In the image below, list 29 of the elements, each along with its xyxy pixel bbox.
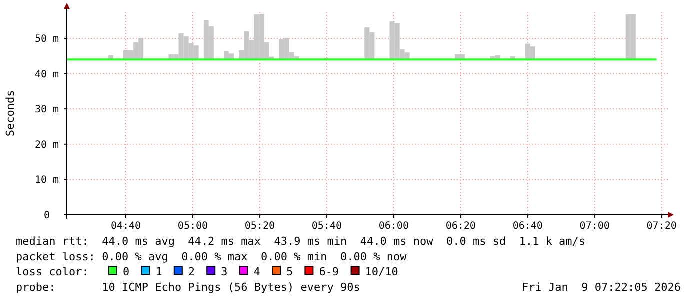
y-tick-label: 0 xyxy=(44,210,50,222)
text: median rtt: 44.0 ms avg 44.2 ms max 43.9 ms min 44.0 ms now 0.0 ms sd 1.1 k am/s xyxy=(16,235,586,248)
legend-label: 0 xyxy=(123,266,130,279)
x-tick-label: 05:20 xyxy=(244,221,276,232)
x-tick-label: 06:40 xyxy=(512,221,543,232)
x-tick-label: 07:20 xyxy=(646,221,677,232)
y-tick-label: 40 m xyxy=(34,69,60,80)
x-tick-label: 06:20 xyxy=(446,221,476,232)
text: probe: 10 ICMP Echo Pings (56 Bytes) every 90s xyxy=(16,280,360,294)
x-tick-label: 07:00 xyxy=(580,221,610,232)
y-tick-label: 20 m xyxy=(34,140,60,151)
text: Fri Jan 9 07:22:05 2026 xyxy=(522,280,681,294)
x-tick-label: 04:40 xyxy=(110,221,142,232)
y-tick-label: 50 m xyxy=(34,34,60,45)
x-tick-label: 06:00 xyxy=(378,221,409,232)
legend-label: 3 xyxy=(221,266,228,279)
legend-label: 5 xyxy=(286,266,294,279)
y-axis-title: Seconds xyxy=(4,90,17,137)
y-tick-label: 30 m xyxy=(34,104,60,116)
y-tick-label: 10 m xyxy=(34,175,60,186)
legend-label: 2 xyxy=(188,266,196,279)
text: packet loss: 0.00 % avg 0.00 % max 0.00 % min 0.00 % now xyxy=(16,250,408,264)
legend-label: 4 xyxy=(254,266,261,279)
x-tick-label: 05:00 xyxy=(178,221,208,232)
x-tick-label: 05:40 xyxy=(312,221,342,232)
legend-label: 6-9 xyxy=(319,266,340,279)
legend-title: loss color: xyxy=(16,266,89,279)
legend-label: 1 xyxy=(156,266,162,279)
legend-label: 10/10 xyxy=(365,266,398,279)
